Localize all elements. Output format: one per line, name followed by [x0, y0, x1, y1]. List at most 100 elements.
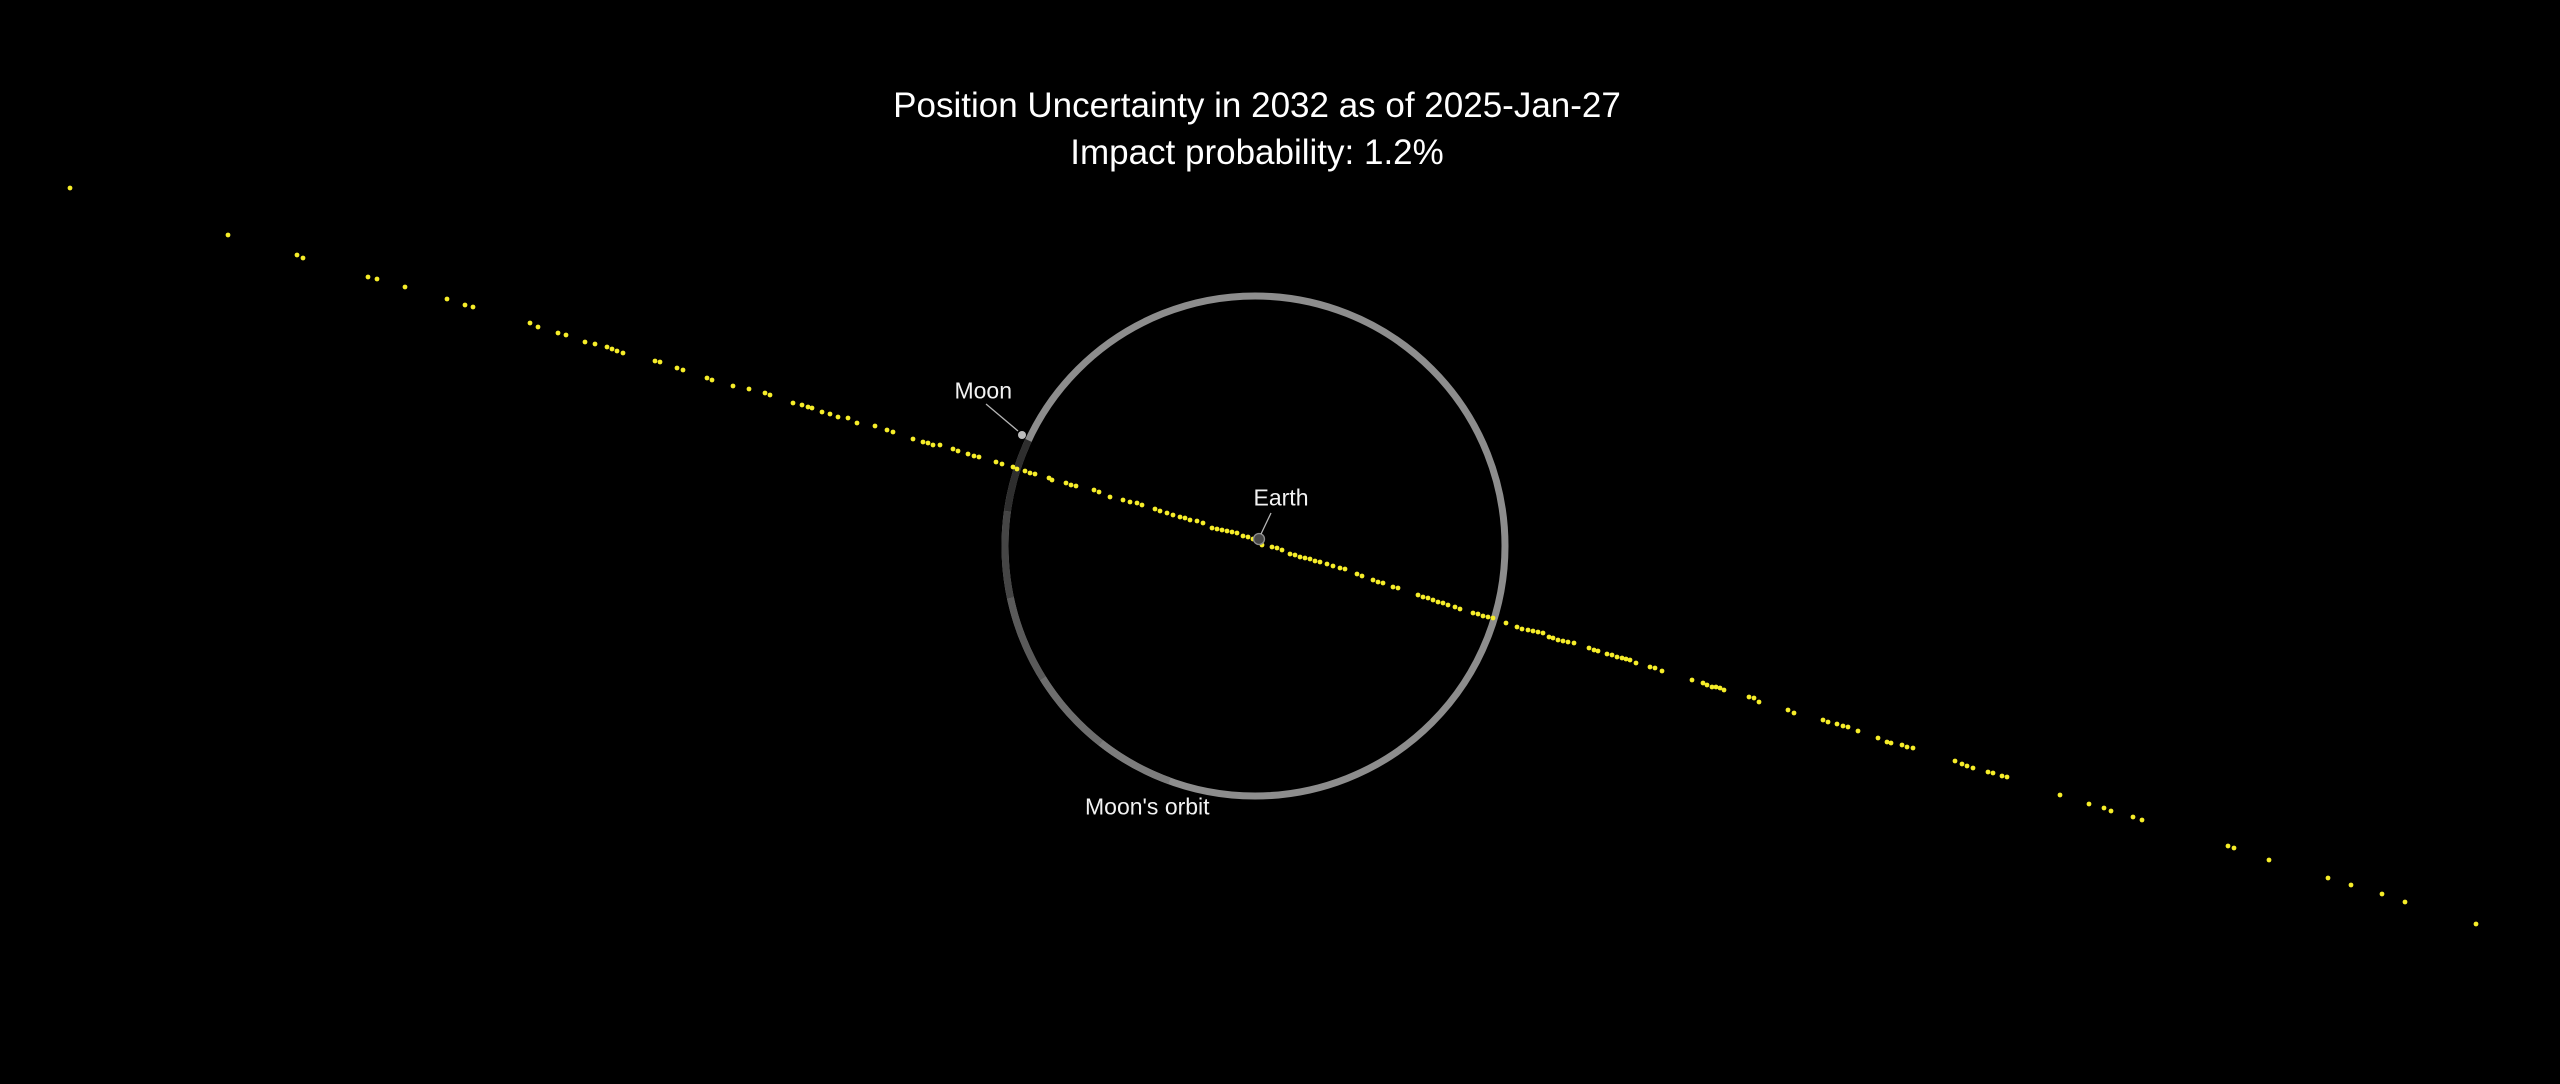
- uncertainty-dot: [1884, 739, 1890, 745]
- uncertainty-dot: [604, 344, 610, 350]
- uncertainty-dot: [1633, 660, 1639, 666]
- uncertainty-dot: [563, 332, 569, 338]
- uncertainty-dot: [762, 390, 768, 396]
- uncertainty-dot: [1647, 664, 1653, 670]
- uncertainty-dot: [470, 304, 476, 310]
- uncertainty-dot: [1825, 719, 1831, 725]
- uncertainty-dot: [1229, 529, 1235, 535]
- uncertainty-dot: [1888, 740, 1894, 746]
- uncertainty-dot: [1791, 710, 1797, 716]
- uncertainty-dot: [1287, 551, 1293, 557]
- uncertainty-dot: [827, 411, 833, 417]
- uncertainty-dot: [1470, 610, 1476, 616]
- uncertainty-dot: [1595, 648, 1601, 654]
- moon-marker: [1018, 431, 1026, 439]
- uncertainty-dot: [809, 405, 815, 411]
- uncertainty-dot: [1555, 637, 1561, 643]
- uncertainty-dot: [620, 350, 626, 356]
- uncertainty-dot: [971, 453, 977, 459]
- uncertainty-dot: [1586, 645, 1592, 651]
- uncertainty-dot: [527, 320, 533, 326]
- uncertainty-dot: [1307, 556, 1313, 562]
- uncertainty-dot: [1342, 566, 1348, 572]
- uncertainty-dot: [937, 442, 943, 448]
- uncertainty-dot: [1274, 545, 1280, 551]
- uncertainty-dot: [1604, 651, 1610, 657]
- chart-subtitle: Impact probability: 1.2%: [1070, 133, 1444, 172]
- uncertainty-dot: [535, 324, 541, 330]
- uncertainty-dot: [1022, 468, 1028, 474]
- uncertainty-dot: [2348, 882, 2354, 888]
- moon-leader-line: [985, 403, 1019, 432]
- uncertainty-dot: [1855, 728, 1861, 734]
- uncertainty-dot: [925, 440, 931, 446]
- uncertainty-dot: [1717, 685, 1723, 691]
- uncertainty-dot: [1292, 552, 1298, 558]
- uncertainty-dot: [1139, 502, 1145, 508]
- uncertainty-dot: [1525, 627, 1531, 633]
- uncertainty-dot: [1420, 594, 1426, 600]
- uncertainty-dot: [799, 402, 805, 408]
- uncertainty-dot: [1157, 508, 1163, 514]
- uncertainty-dot: [1312, 558, 1318, 564]
- uncertainty-dot: [2325, 875, 2331, 881]
- uncertainty-dot: [1297, 554, 1303, 560]
- uncertainty-dot: [1375, 579, 1381, 585]
- uncertainty-dot: [1395, 585, 1401, 591]
- uncertainty-dot: [1834, 721, 1840, 727]
- earth-label: Earth: [1253, 484, 1309, 511]
- uncertainty-dot: [1245, 534, 1251, 540]
- uncertainty-dot: [819, 409, 825, 415]
- uncertainty-dot: [1096, 489, 1102, 495]
- uncertainty-dot: [1964, 763, 1970, 769]
- uncertainty-dot: [1756, 699, 1762, 705]
- uncertainty-dot: [1546, 634, 1552, 640]
- uncertainty-dot: [1746, 694, 1752, 700]
- uncertainty-dot: [674, 365, 680, 371]
- uncertainty-dot: [993, 459, 999, 465]
- orbit-shade-arc: [1040, 676, 1104, 746]
- uncertainty-dot: [1713, 684, 1719, 690]
- uncertainty-dot: [884, 427, 890, 433]
- uncertainty-dot: [1530, 628, 1536, 634]
- uncertainty-dot: [1619, 655, 1625, 661]
- uncertainty-dot: [1187, 517, 1193, 523]
- uncertainty-dot: [1623, 656, 1629, 662]
- uncertainty-dot: [402, 284, 408, 290]
- uncertainty-dot: [1359, 573, 1365, 579]
- uncertainty-dot: [709, 377, 715, 383]
- uncertainty-dot: [767, 392, 773, 398]
- uncertainty-dot: [746, 386, 752, 392]
- uncertainty-dot: [1652, 665, 1658, 671]
- uncertainty-dot: [2225, 843, 2231, 849]
- moon-label: Moon: [954, 377, 1012, 404]
- uncertainty-dot: [652, 358, 658, 364]
- uncertainty-dot: [1452, 604, 1458, 610]
- uncertainty-dot: [294, 252, 300, 258]
- uncertainty-dot: [1324, 561, 1330, 567]
- uncertainty-dot: [1910, 745, 1916, 751]
- uncertainty-dot: [609, 346, 615, 352]
- uncertainty-dot: [1959, 761, 1965, 767]
- uncertainty-dot: [1014, 466, 1020, 472]
- uncertainty-dot: [1354, 571, 1360, 577]
- uncertainty-dot: [680, 367, 686, 373]
- uncertainty-dot: [1985, 769, 1991, 775]
- uncertainty-dot: [1700, 680, 1706, 686]
- uncertainty-dot: [1224, 528, 1230, 534]
- uncertainty-dot: [300, 255, 306, 261]
- uncertainty-dot: [1073, 483, 1079, 489]
- uncertainty-dot: [2266, 857, 2272, 863]
- uncertainty-dot: [1337, 565, 1343, 571]
- uncertainty-dot: [374, 276, 380, 282]
- uncertainty-dot: [835, 414, 841, 420]
- uncertainty-dot: [1571, 640, 1577, 646]
- uncertainty-dot: [1614, 654, 1620, 660]
- uncertainty-dot: [1194, 518, 1200, 524]
- uncertainty-dot: [657, 359, 663, 365]
- uncertainty-dot: [872, 423, 878, 429]
- uncertainty-dot: [1999, 773, 2005, 779]
- uncertainty-dot: [1091, 487, 1097, 493]
